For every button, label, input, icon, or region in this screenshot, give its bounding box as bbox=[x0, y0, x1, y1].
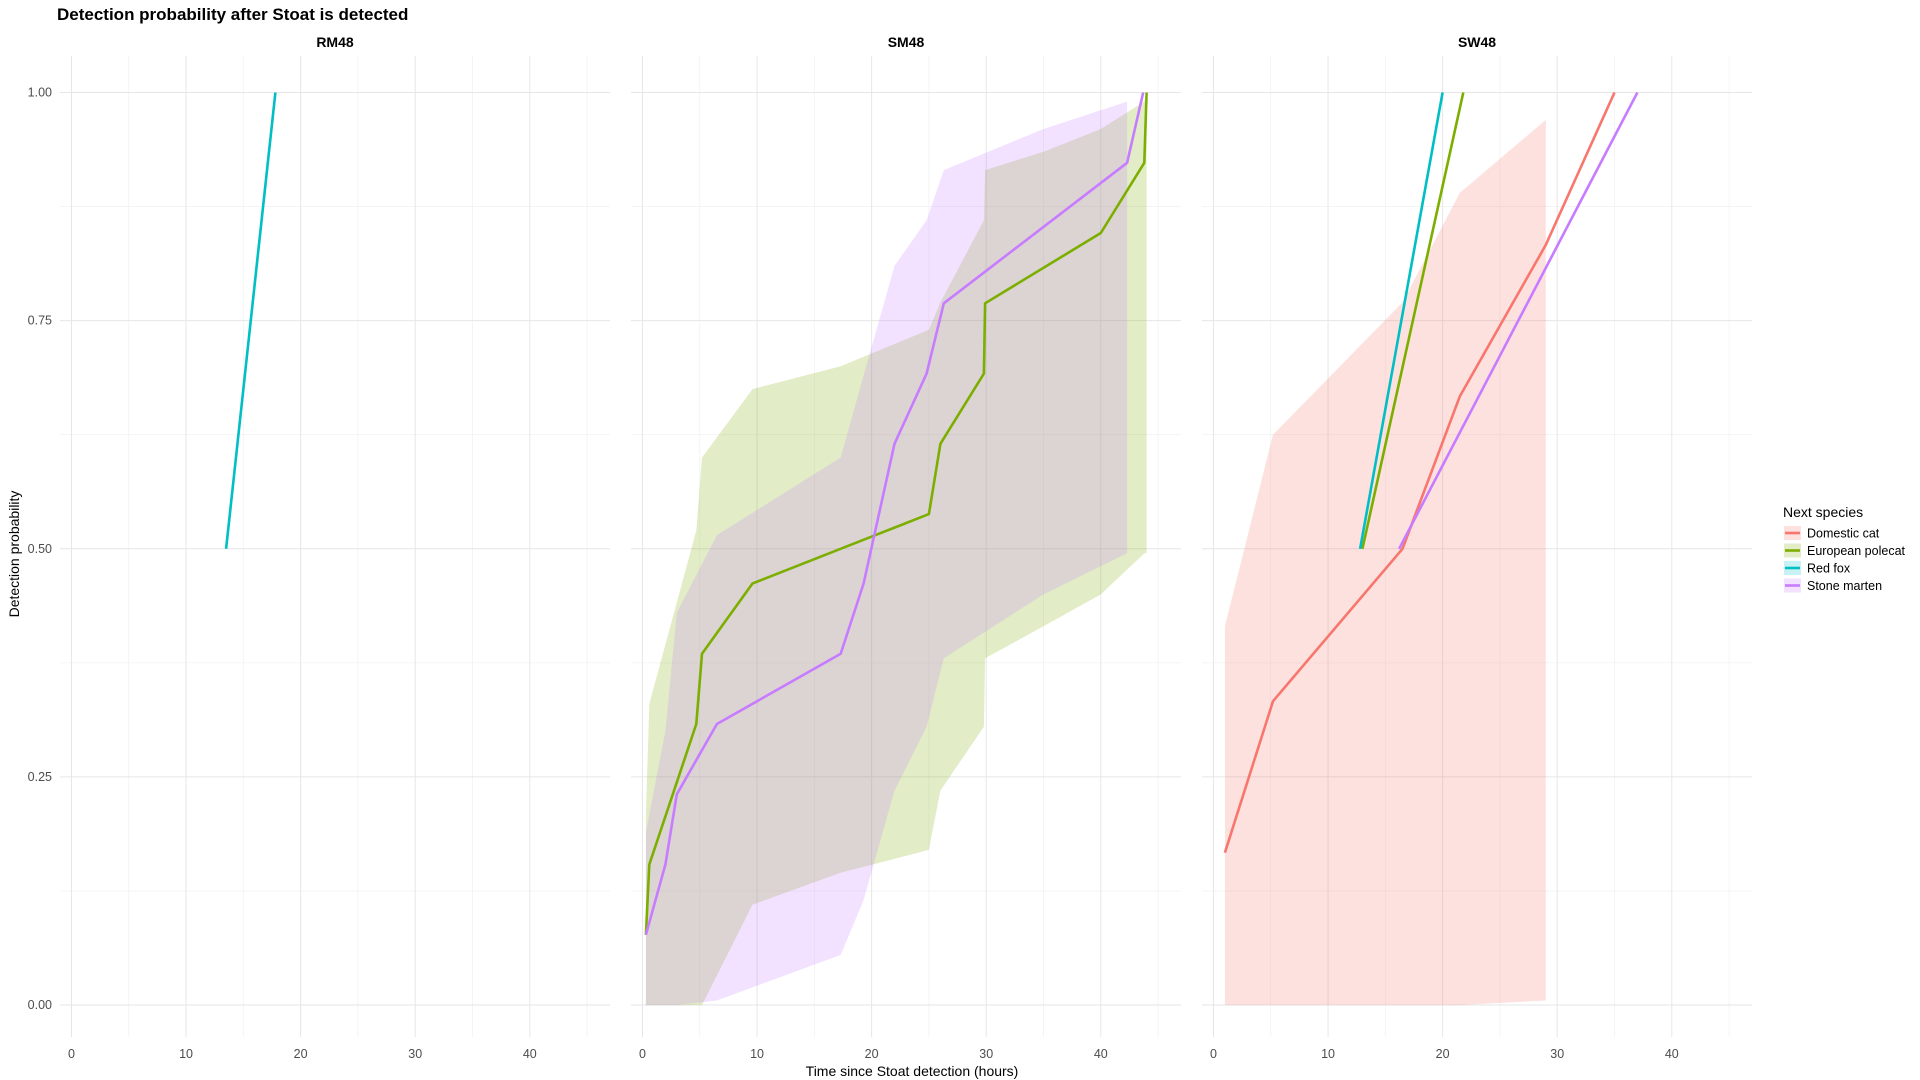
line-stone-marten bbox=[644, 92, 1145, 936]
panel-title-sw48: SW48 bbox=[1458, 34, 1496, 50]
ribbon-domestic-cat bbox=[1224, 119, 1546, 1006]
panel-title-rm48: RM48 bbox=[316, 34, 354, 50]
panels: RM48 0 10 20 30 40 SM48 0 10 20 30 40 SW48 0 10 20 30 40 0… bbox=[28, 34, 1752, 1061]
panel-sm48: SM48 0 10 20 30 40 bbox=[631, 34, 1181, 1061]
x-tick-label: 20 bbox=[865, 1047, 879, 1061]
x-tick-label: 40 bbox=[523, 1047, 537, 1061]
x-tick-label: 40 bbox=[1665, 1047, 1679, 1061]
x-tick-label: 0 bbox=[1210, 1047, 1217, 1061]
line-european-polecat bbox=[1361, 92, 1465, 550]
x-tick-label: 30 bbox=[408, 1047, 422, 1061]
x-tick-label: 10 bbox=[179, 1047, 193, 1061]
y-axis-title: Detection probability bbox=[6, 491, 22, 618]
ribbon-european-polecat bbox=[645, 92, 1147, 1006]
line-red-fox bbox=[224, 92, 277, 549]
legend-label-stone-marten: Stone marten bbox=[1807, 579, 1882, 593]
chart-title: Detection probability after Stoat is det… bbox=[57, 5, 408, 24]
x-tick-label: 20 bbox=[294, 1047, 308, 1061]
legend-title: Next species bbox=[1783, 504, 1863, 520]
x-tick-label: 10 bbox=[1321, 1047, 1335, 1061]
line-stone-marten bbox=[1397, 91, 1639, 550]
line-domestic-cat bbox=[1223, 91, 1616, 854]
panel-title-sm48: SM48 bbox=[888, 34, 925, 50]
x-tick-label: 10 bbox=[750, 1047, 764, 1061]
y-tick-label: 0.25 bbox=[28, 770, 52, 784]
line-red-fox bbox=[1358, 92, 1444, 550]
y-tick-label: 0.50 bbox=[28, 542, 52, 556]
x-tick-label: 20 bbox=[1436, 1047, 1450, 1061]
legend: Next species Domestic cat European poleca… bbox=[1783, 504, 1906, 593]
legend-label-red-fox: Red fox bbox=[1807, 562, 1851, 576]
y-tick-label: 0.75 bbox=[28, 314, 52, 328]
legend-label-domestic-cat: Domestic cat bbox=[1807, 527, 1880, 541]
y-tick-label: 0.00 bbox=[28, 998, 52, 1012]
line-european-polecat bbox=[644, 92, 1148, 935]
panel-rm48: RM48 0 10 20 30 40 bbox=[60, 34, 610, 1061]
ribbon-stone-marten bbox=[645, 101, 1128, 1006]
x-tick-label: 0 bbox=[68, 1047, 75, 1061]
legend-label-european-polecat: European polecat bbox=[1807, 544, 1906, 558]
x-tick-label: 40 bbox=[1094, 1047, 1108, 1061]
x-tick-label: 30 bbox=[979, 1047, 993, 1061]
x-tick-label: 30 bbox=[1550, 1047, 1564, 1061]
y-tick-label: 1.00 bbox=[28, 86, 52, 100]
x-axis-title: Time since Stoat detection (hours) bbox=[806, 1063, 1019, 1079]
x-tick-label: 0 bbox=[639, 1047, 646, 1061]
y-axis: 0.00 0.25 0.50 0.75 1.00 bbox=[28, 86, 52, 1013]
panel-sw48: SW48 0 10 20 30 40 bbox=[1202, 34, 1752, 1061]
